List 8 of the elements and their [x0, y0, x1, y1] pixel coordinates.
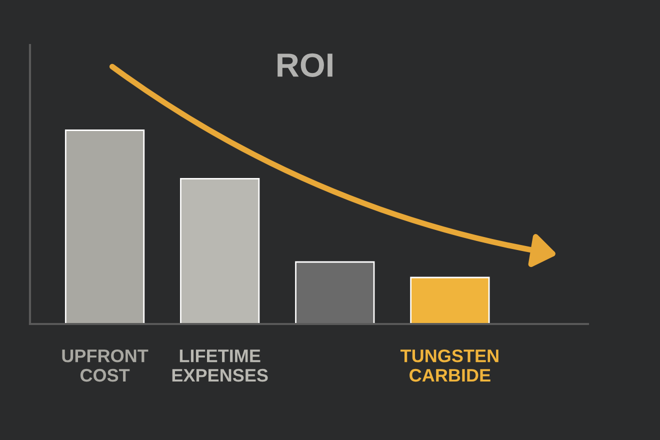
x-tick-label: LIFETIME EXPENSES [172, 350, 268, 382]
bar [410, 276, 490, 324]
bar [295, 261, 375, 324]
chart-title: ROI [278, 53, 332, 77]
bar [64, 130, 145, 324]
x-tick-label: TUNGSTEN CARBIDE [400, 349, 498, 382]
bar [180, 178, 260, 324]
x-tick-label: UPFRONT COST [62, 349, 148, 382]
